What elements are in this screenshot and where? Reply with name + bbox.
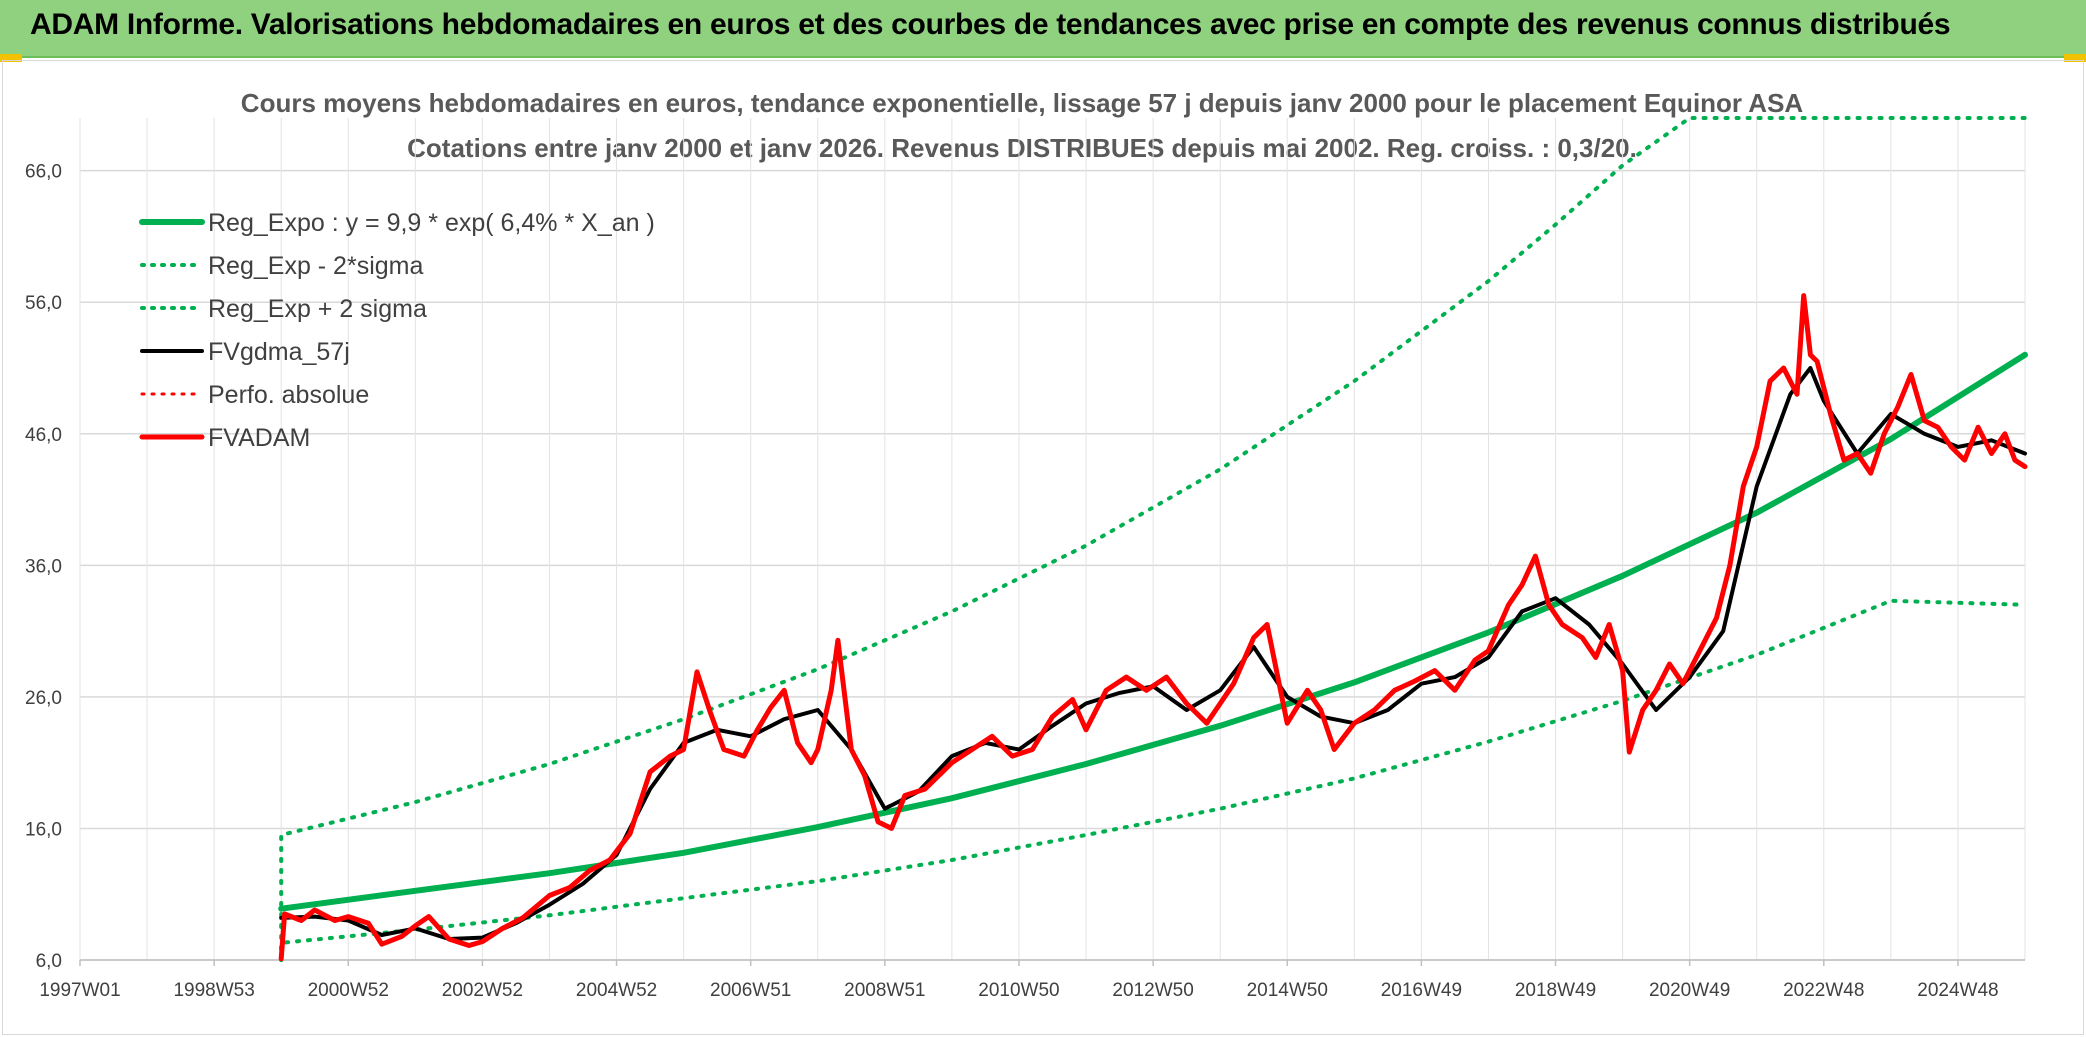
x-tick-label: 1998W53: [173, 980, 254, 1001]
x-tick-label: 2004W52: [576, 980, 657, 1001]
x-tick-label: 2014W50: [1247, 980, 1328, 1001]
y-tick-label: 26,0: [25, 688, 62, 709]
x-tick-label: 2016W49: [1381, 980, 1462, 1001]
x-tick-label: 2012W50: [1112, 980, 1193, 1001]
series-line-fvadam: [278, 293, 2028, 962]
series-line-reg-exp-2-sigma: [279, 116, 2027, 962]
y-tick-label: 56,0: [25, 293, 62, 314]
x-tick-label: 2020W49: [1649, 980, 1730, 1001]
series-line-reg-expo: [278, 351, 2028, 912]
y-tick-label: 36,0: [25, 556, 62, 577]
x-tick-label: 2006W51: [710, 980, 791, 1001]
legend-label: FVADAM: [208, 424, 310, 452]
series-line-reg-exp-2-sigma: [279, 598, 2027, 962]
x-tick-label: 2022W48: [1783, 980, 1864, 1001]
page-title: ADAM Informe. Valorisations hebdomadaire…: [30, 8, 1951, 41]
y-tick-label: 16,0: [25, 819, 62, 840]
chart-frame: [2, 60, 2084, 1035]
legend-label: FVgdma_57j: [208, 338, 350, 366]
axes: 6,0 16,0 26,0 36,0 46,0 56,0 66,0 1997W01 1998W5…: [25, 162, 2025, 1001]
header-banner: ADAM Informe. Valorisations hebdomadaire…: [0, 0, 2086, 58]
legend: Reg_Expo : y = 9,9 * exp( 6,4% * X_an ) R…: [139, 209, 655, 452]
y-tick-label: 46,0: [25, 425, 62, 446]
y-tick-label: 66,0: [25, 162, 62, 183]
chart-title-line2: Cotations entre janv 2000 et janv 2026. …: [407, 133, 1637, 163]
x-tick-label: 2018W49: [1515, 980, 1596, 1001]
x-tick-label: 2024W48: [1917, 980, 1998, 1001]
series-line-fvgdma-57j: [279, 366, 2027, 941]
legend-label: Perfo. absolue: [208, 381, 369, 409]
corner-marker-right: [2064, 54, 2086, 62]
x-tick-label: 2010W50: [978, 980, 1059, 1001]
legend-label: Reg_Expo : y = 9,9 * exp( 6,4% * X_an ): [208, 209, 655, 237]
corner-marker-left: [0, 54, 22, 62]
x-tick-label: 1997W01: [39, 980, 120, 1001]
legend-label: Reg_Exp + 2 sigma: [208, 295, 427, 323]
legend-label: Reg_Exp - 2*sigma: [208, 252, 423, 280]
x-tick-label: 2008W51: [844, 980, 925, 1001]
y-tick-label: 6,0: [36, 951, 62, 972]
x-tick-label: 2002W52: [442, 980, 523, 1001]
series-group: [278, 116, 2028, 962]
gridlines: [79, 118, 2026, 961]
chart-title-line1: Cours moyens hebdomadaires en euros, ten…: [241, 88, 1804, 118]
x-tick-label: 2000W52: [308, 980, 389, 1001]
